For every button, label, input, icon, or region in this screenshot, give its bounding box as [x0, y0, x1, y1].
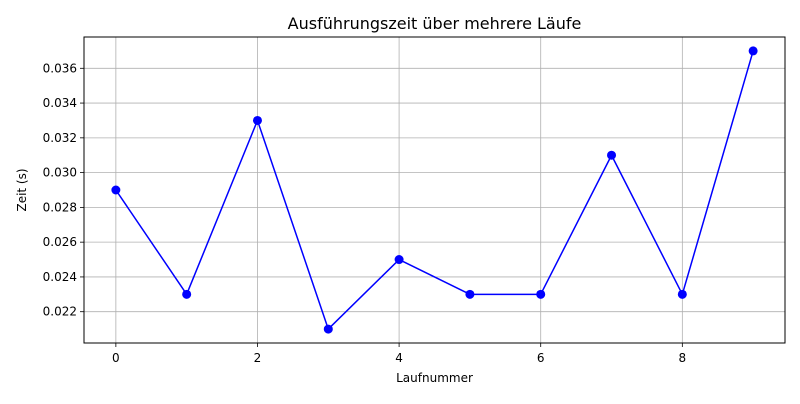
y-tick-label: 0.028: [43, 200, 77, 214]
y-axis-label: Zeit (s): [15, 168, 29, 211]
plot-area: [111, 46, 758, 334]
y-tick-label: 0.036: [43, 61, 77, 75]
x-tick-label: 8: [679, 351, 687, 365]
series-line: [115, 50, 754, 330]
data-point: [323, 324, 333, 334]
data-point: [607, 150, 617, 160]
x-axis-label: Laufnummer: [396, 371, 473, 385]
data-point: [677, 289, 687, 299]
x-axis-ticks: 0 2 4 6 8: [112, 343, 686, 365]
data-point: [111, 185, 121, 195]
data-point: [182, 289, 192, 299]
y-tick-label: 0.034: [43, 96, 77, 110]
x-tick-label: 0: [112, 351, 120, 365]
data-point: [748, 46, 758, 56]
grid: [84, 37, 785, 343]
y-tick-label: 0.024: [43, 270, 77, 284]
x-tick-label: 6: [537, 351, 545, 365]
y-tick-label: 0.032: [43, 131, 77, 145]
data-point: [252, 115, 262, 125]
y-tick-label: 0.030: [43, 166, 77, 180]
y-tick-label: 0.026: [43, 235, 77, 249]
x-tick-label: 2: [254, 351, 262, 365]
y-axis-ticks: 0.022 0.024 0.026 0.028 0.030 0.032 0.034 0.036: [43, 61, 84, 319]
chart-title: Ausführungszeit über mehrere Läufe: [288, 14, 582, 33]
axes-frame: [83, 36, 786, 344]
y-tick-label: 0.022: [43, 305, 77, 319]
x-tick-label: 4: [395, 351, 403, 365]
data-point: [465, 289, 475, 299]
data-point: [536, 289, 546, 299]
data-point: [394, 255, 404, 265]
